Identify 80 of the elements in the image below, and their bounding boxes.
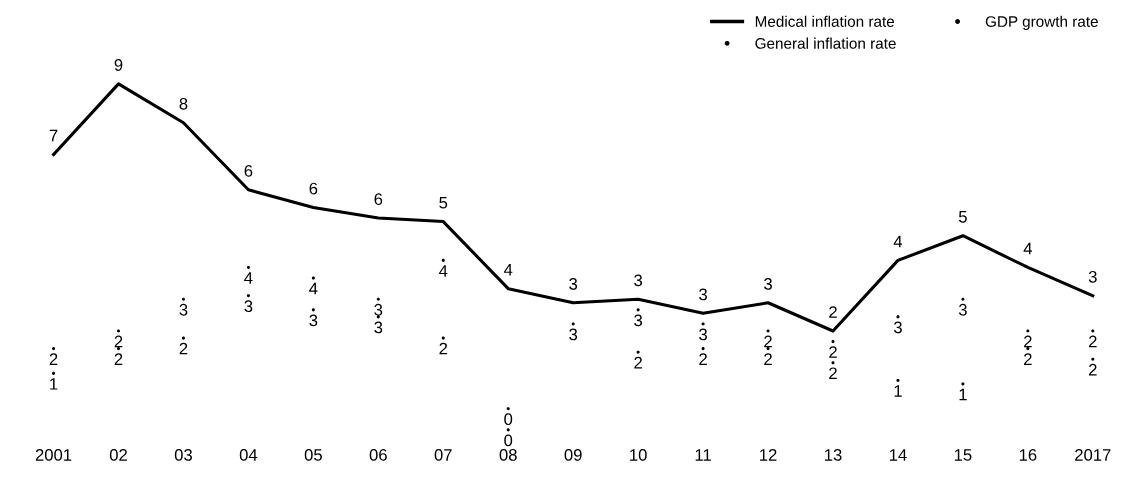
data-label: 4 — [244, 272, 253, 284]
data-label: 3 — [179, 303, 188, 316]
x-tick-label: 12 — [760, 449, 777, 461]
data-label: 2 — [114, 335, 123, 348]
x-tick-label: 07 — [434, 449, 452, 461]
data-label: 5 — [958, 211, 967, 223]
data-label: 3 — [374, 303, 383, 316]
x-tick-label: 15 — [954, 449, 972, 461]
x-tick-label: 14 — [889, 449, 907, 461]
data-label: 3 — [699, 328, 707, 341]
x-tick-label: 11 — [695, 449, 711, 461]
x-tick-label: 05 — [304, 449, 322, 461]
x-tick-label: 16 — [1019, 449, 1037, 461]
data-label: 2 — [1024, 353, 1032, 365]
x-tick-label: 2017 — [1075, 449, 1111, 461]
data-label: 4 — [309, 282, 318, 295]
point — [376, 297, 380, 301]
data-label: 3 — [1088, 270, 1097, 283]
data-label: 2 — [49, 353, 58, 365]
x-tick-label: 10 — [630, 449, 647, 461]
point — [51, 347, 56, 351]
point — [506, 428, 510, 432]
x-tick-label: 06 — [369, 449, 387, 461]
legend-label: GDP growth rate — [985, 15, 1098, 30]
data-label: 5 — [439, 196, 448, 209]
data-label: 7 — [49, 129, 58, 142]
data-label: 2 — [764, 335, 772, 348]
data-label: 8 — [179, 97, 188, 110]
legend-label: General inflation rate — [755, 37, 896, 49]
point — [831, 340, 835, 344]
data-label: 2 — [439, 342, 448, 355]
data-label: 1 — [50, 378, 58, 390]
data-label: 2 — [829, 367, 837, 380]
data-label: 2 — [1089, 335, 1097, 348]
data-label: 3 — [309, 314, 318, 327]
data-label: 3 — [569, 328, 578, 341]
point — [116, 329, 121, 333]
legend-label: Medical inflation rate — [755, 15, 895, 27]
data-label: 4 — [893, 235, 903, 248]
data-label: 2 — [114, 353, 123, 365]
x-tick-label: 02 — [109, 449, 127, 461]
x-tick-label: 08 — [499, 449, 517, 461]
x-tick-label: 13 — [825, 449, 842, 461]
x-tick-label: 09 — [564, 449, 582, 461]
data-label: 6 — [374, 193, 383, 206]
point — [51, 371, 56, 375]
data-label: 2 — [1024, 335, 1032, 348]
data-label: 2 — [764, 353, 772, 365]
data-label: 1 — [894, 385, 902, 397]
data-label: 6 — [244, 164, 253, 177]
data-label: 2 — [699, 353, 707, 365]
data-label: 3 — [569, 277, 578, 290]
data-label: 2 — [179, 342, 188, 355]
data-label: 3 — [958, 303, 967, 316]
data-label: 2 — [829, 306, 837, 318]
x-tick-label: 03 — [174, 449, 192, 461]
data-label: 2 — [1089, 363, 1097, 376]
data-label: 2 — [829, 346, 837, 358]
data-label: 3 — [634, 314, 643, 327]
data-label: 0 — [504, 434, 513, 447]
data-label: 4 — [439, 265, 448, 277]
data-label: 9 — [114, 59, 123, 71]
data-label: 4 — [1023, 242, 1033, 255]
x-tick-label: 04 — [239, 449, 258, 461]
point — [246, 265, 250, 270]
x-tick-label: 2001 — [35, 449, 72, 461]
data-label: 3 — [374, 321, 383, 334]
data-label: 2 — [634, 356, 642, 369]
point — [246, 294, 250, 298]
data-label: 3 — [893, 321, 902, 334]
data-label: 0 — [504, 413, 513, 426]
data-label: 3 — [244, 300, 253, 313]
data-label: 1 — [959, 388, 967, 401]
data-label: 3 — [699, 288, 707, 301]
point — [1091, 357, 1095, 361]
data-label: 3 — [634, 274, 643, 287]
data-label: 3 — [764, 277, 772, 290]
point — [701, 322, 705, 326]
data-label: 4 — [503, 264, 513, 276]
data-label: 6 — [309, 182, 318, 195]
